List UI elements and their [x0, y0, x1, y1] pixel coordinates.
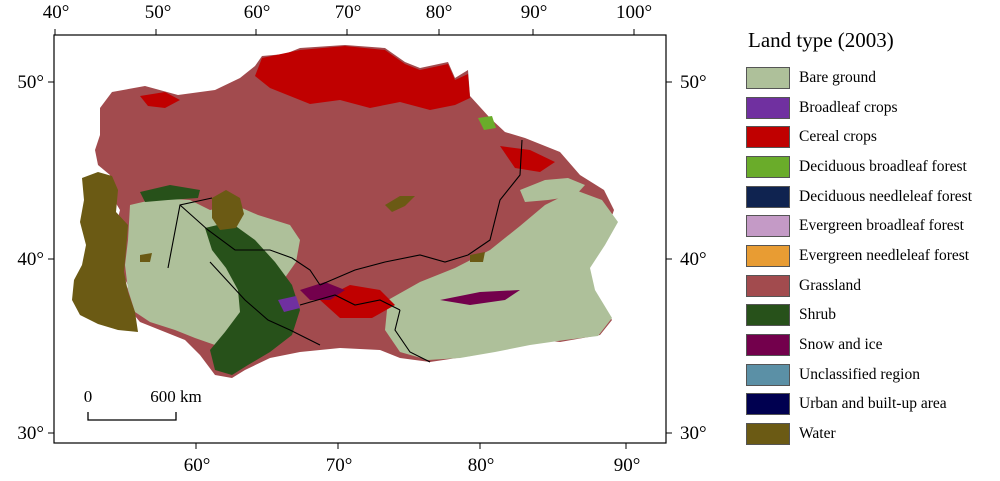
legend-label: Deciduous broadleaf forest [799, 157, 967, 175]
legend-swatch [746, 66, 790, 89]
legend-item: Evergreen needleleaf forest [746, 241, 996, 271]
legend-label: Cereal crops [799, 128, 877, 146]
legend-label: Water [799, 425, 836, 443]
top-axis-label-50: 50° [145, 2, 172, 23]
scale-bar-start-label: 0 [84, 387, 93, 406]
left-axis-label-30: 30° [17, 423, 44, 444]
legend-label: Snow and ice [799, 336, 883, 354]
small-lake-south [140, 253, 152, 262]
aral-sea [212, 190, 244, 230]
bottom-axis-label-70: 70° [326, 455, 353, 476]
legend-label: Bare ground [799, 68, 877, 86]
northeast-bare-ground [520, 178, 585, 202]
top-axis-label-80: 80° [426, 2, 453, 23]
legend-item: Deciduous broadleaf forest [746, 152, 996, 182]
legend-swatch [746, 274, 790, 297]
scale-bar: 0 600 km [84, 387, 202, 421]
left-axis-ticks [48, 81, 54, 434]
top-axis-label-60: 60° [244, 2, 271, 23]
border-turkmenistan [209, 261, 321, 346]
legend-swatch [746, 393, 790, 416]
legend-swatch [746, 334, 790, 357]
small-lake-east [470, 252, 485, 262]
legend-item: Water [746, 419, 996, 449]
legend-swatch [746, 185, 790, 208]
legend-swatch [746, 155, 790, 178]
border-tajikistan [299, 294, 401, 311]
legend-swatch [746, 126, 790, 149]
bottom-axis-label-90: 90° [614, 455, 641, 476]
right-axis-ticks [666, 81, 672, 434]
legend-swatch [746, 304, 790, 327]
legend-item: Grassland [746, 271, 996, 301]
top-axis-label-70: 70° [335, 2, 362, 23]
land-cover-regions [72, 45, 618, 378]
country-borders [167, 139, 523, 363]
cereal-crops-northwest [140, 92, 180, 108]
legend-label: Broadleaf crops [799, 98, 898, 116]
legend-label: Urban and built-up area [799, 395, 947, 413]
legend-label: Deciduous needleleaf forest [799, 187, 973, 205]
top-axis-label-90: 90° [521, 2, 548, 23]
legend-swatch [746, 363, 790, 386]
legend-label: Shrub [799, 306, 837, 324]
left-axis-label-40: 40° [17, 249, 44, 270]
map-legend: Land type (2003) Bare ground Broadleaf cr… [746, 28, 996, 449]
border-uzbekistan [179, 204, 321, 286]
legend-title: Land type (2003) [748, 28, 894, 52]
bottom-axis-ticks [195, 443, 627, 449]
caspian-sea [72, 172, 138, 332]
right-axis-label-50: 50° [680, 72, 707, 93]
bottom-axis-label-60: 60° [184, 455, 211, 476]
eastern-bare-ground [385, 190, 618, 360]
legend-label: Evergreen needleleaf forest [799, 246, 970, 264]
shrub-region-west [205, 222, 300, 375]
legend-label: Unclassified region [799, 365, 920, 383]
broadleaf-crops-patch [278, 296, 300, 312]
top-axis-label-100: 100° [616, 2, 652, 23]
legend-item: Shrub [746, 301, 996, 331]
legend-items: Bare ground Broadleaf crops Cereal crops De… [746, 63, 996, 449]
border-china-west [467, 139, 523, 256]
legend-item: Deciduous needleleaf forest [746, 182, 996, 212]
cereal-crops-north [255, 46, 470, 110]
legend-swatch [746, 215, 790, 238]
scale-bar-end-label: 600 km [150, 387, 201, 406]
legend-item: Broadleaf crops [746, 93, 996, 123]
deciduous-forest-patch [478, 116, 496, 130]
legend-label: Grassland [799, 276, 861, 294]
legend-item: Bare ground [746, 63, 996, 93]
shrub-region-north [140, 185, 200, 202]
legend-label: Evergreen broadleaf forest [799, 217, 964, 235]
legend-swatch [746, 423, 790, 446]
left-axis-label-50: 50° [17, 72, 44, 93]
cereal-crops-east [500, 146, 555, 172]
legend-item: Unclassified region [746, 360, 996, 390]
legend-item: Cereal crops [746, 122, 996, 152]
top-axis-ticks [54, 29, 635, 35]
snow-and-ice-patch-east [440, 290, 520, 305]
legend-swatch [746, 244, 790, 267]
legend-swatch [746, 96, 790, 119]
border-china-south [394, 309, 431, 363]
land-cover-map: 40° 50° 60° 70° 80° 90° 100° 60° 70° 80°… [17, 2, 707, 476]
right-axis-label-40: 40° [680, 249, 707, 270]
border-kyrgyzstan [319, 254, 469, 286]
right-axis-label-30: 30° [680, 423, 707, 444]
legend-item: Evergreen broadleaf forest [746, 211, 996, 241]
balkhash-lake [385, 196, 415, 212]
bottom-axis-label-80: 80° [468, 455, 495, 476]
legend-item: Snow and ice [746, 330, 996, 360]
scale-bar-line [87, 412, 177, 421]
legend-item: Urban and built-up area [746, 390, 996, 420]
top-axis-label-40: 40° [43, 2, 70, 23]
